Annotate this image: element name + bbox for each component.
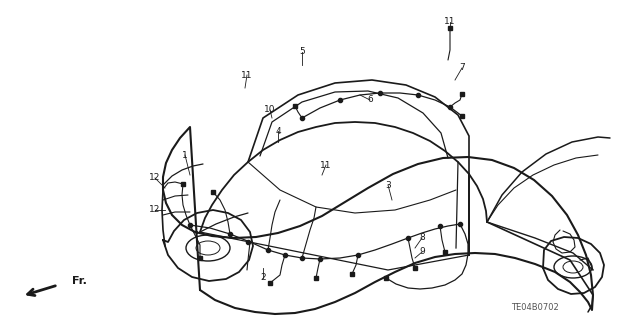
Text: 10: 10 — [264, 106, 276, 115]
Text: 3: 3 — [385, 181, 391, 189]
Text: 11: 11 — [320, 160, 332, 169]
Text: 4: 4 — [275, 127, 281, 136]
Text: 7: 7 — [459, 63, 465, 72]
Text: 2: 2 — [260, 273, 266, 283]
Text: 5: 5 — [299, 48, 305, 56]
Text: 12: 12 — [149, 205, 161, 214]
Text: 1: 1 — [182, 151, 188, 160]
Text: 8: 8 — [419, 234, 425, 242]
Text: 11: 11 — [444, 18, 456, 26]
Text: 9: 9 — [419, 248, 425, 256]
Text: 12: 12 — [149, 174, 161, 182]
Text: Fr.: Fr. — [72, 276, 87, 286]
Text: TE04B0702: TE04B0702 — [511, 303, 559, 313]
Text: 11: 11 — [241, 70, 253, 79]
Text: 6: 6 — [367, 95, 373, 105]
